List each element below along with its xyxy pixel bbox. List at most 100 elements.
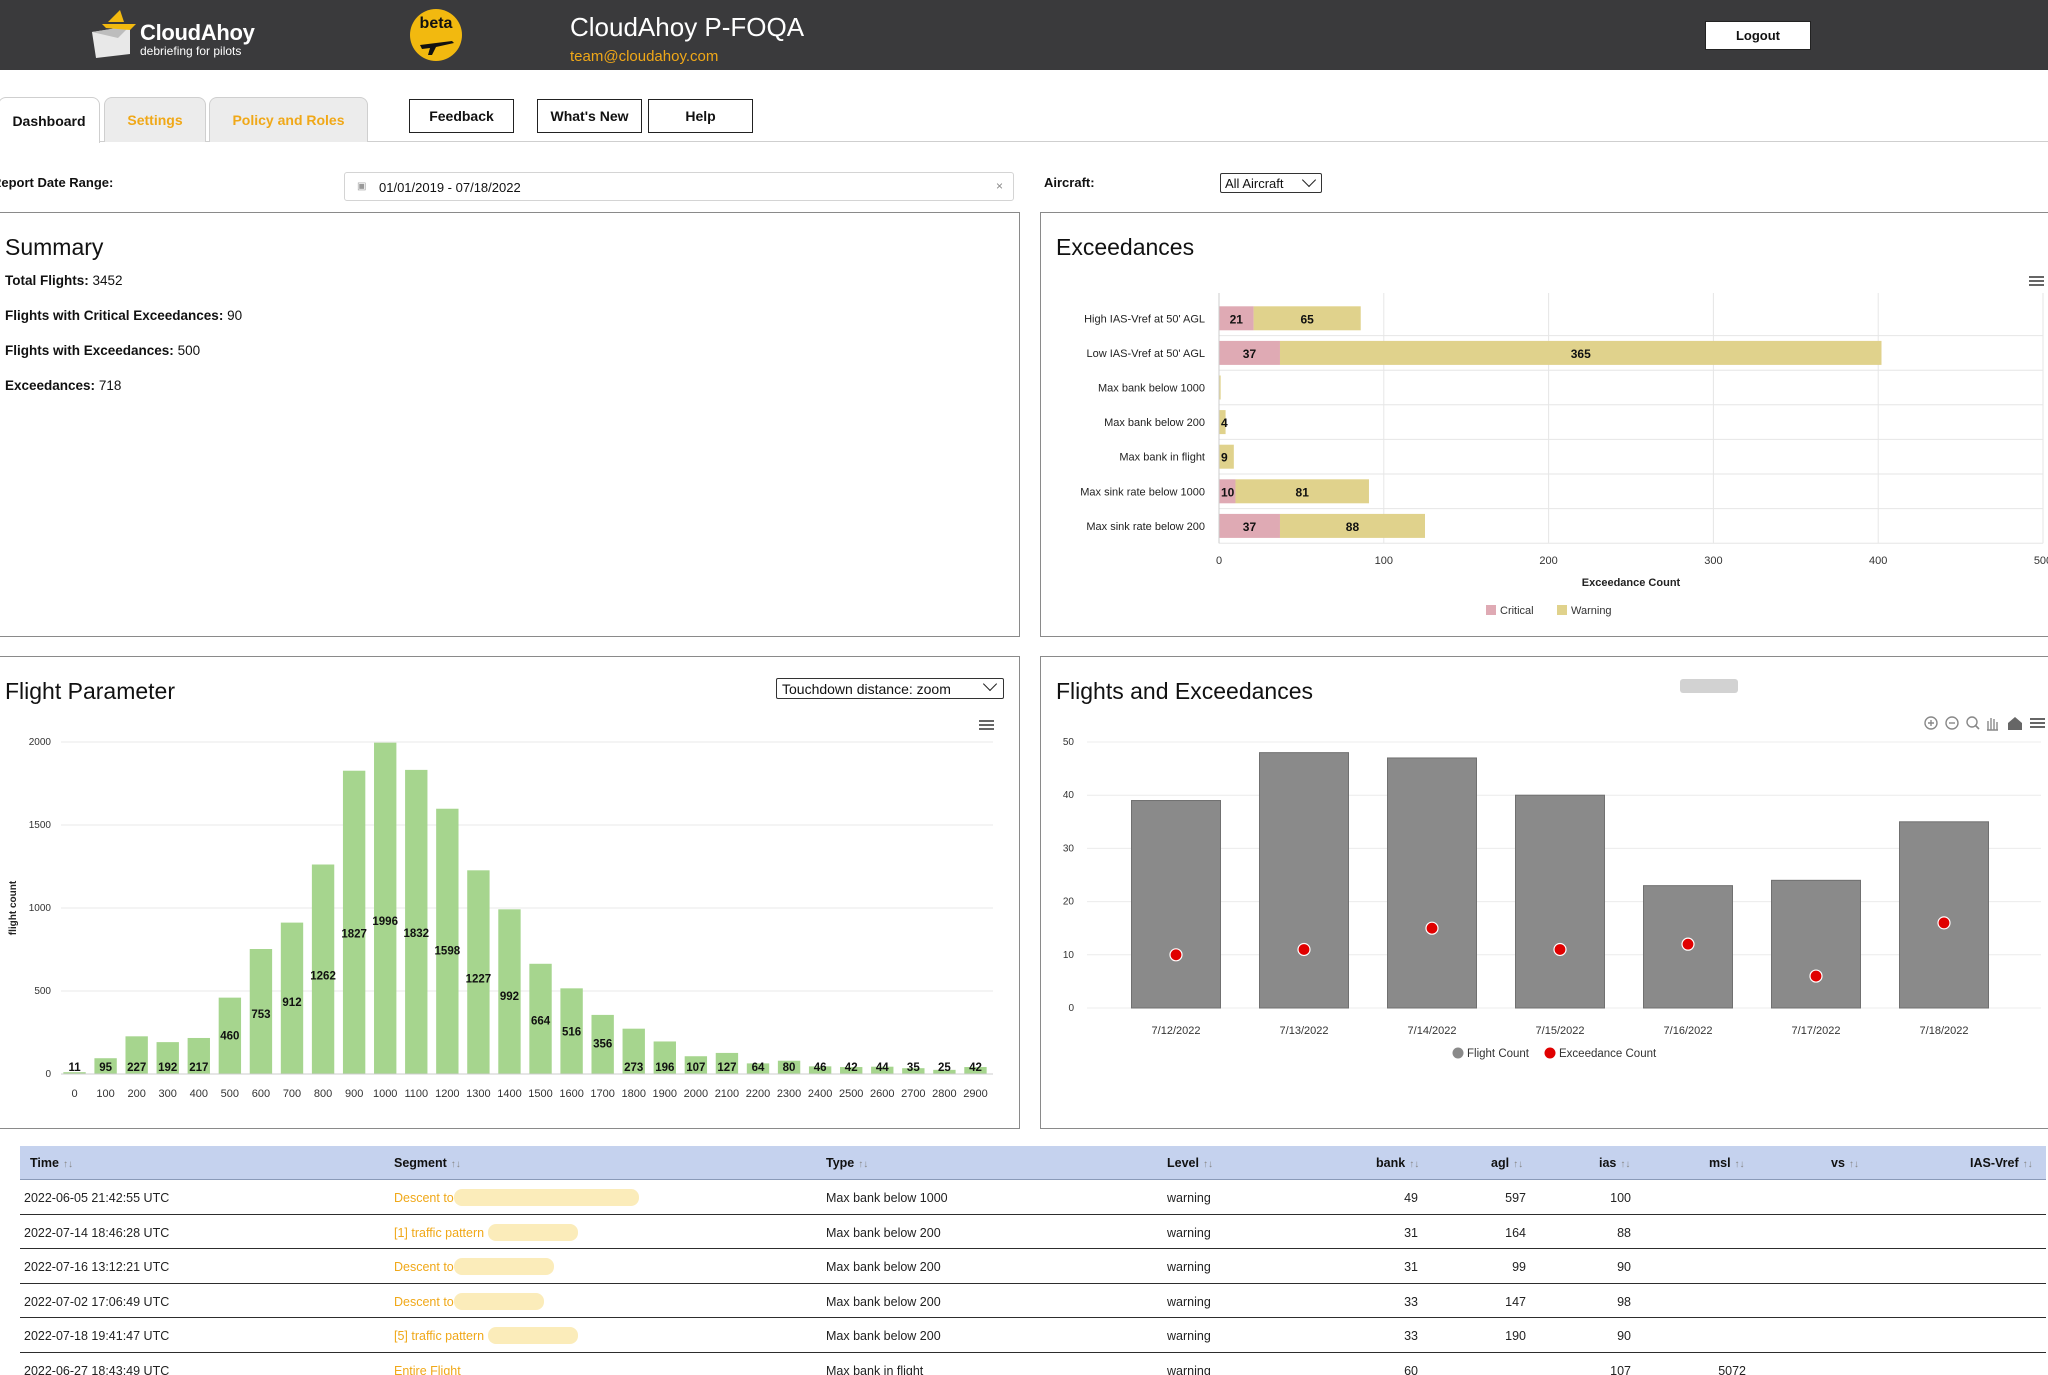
- histogram-bar[interactable]: [342, 770, 366, 1074]
- legend-swatch[interactable]: [1486, 605, 1496, 615]
- histogram-bar[interactable]: [125, 1036, 148, 1074]
- column-header-agl[interactable]: agl ↑↓: [1491, 1156, 1523, 1170]
- cell-segment[interactable]: [5] traffic pattern: [394, 1329, 485, 1344]
- table-row[interactable]: 2022-06-05 21:42:55 UTC Descent to Max ban…: [20, 1180, 2046, 1215]
- column-header-bank[interactable]: bank ↑↓: [1376, 1156, 1419, 1170]
- histogram-bar[interactable]: [964, 1067, 987, 1074]
- histogram-bar[interactable]: [808, 1066, 832, 1074]
- bar-warning[interactable]: [1219, 444, 1234, 469]
- histogram-bar[interactable]: [622, 1028, 645, 1074]
- column-header-ias-vref[interactable]: IAS-Vref ↑↓: [1970, 1156, 2033, 1170]
- legend-swatch[interactable]: [1557, 605, 1567, 615]
- bar-critical[interactable]: [1219, 340, 1280, 365]
- flight-count-bar[interactable]: [1259, 752, 1349, 1009]
- chart-menu-icon[interactable]: [979, 720, 994, 731]
- column-header-vs[interactable]: vs ↑↓: [1831, 1156, 1859, 1170]
- table-row[interactable]: 2022-07-18 19:41:47 UTC [5] traffic patte…: [20, 1318, 2046, 1353]
- column-header-segment[interactable]: Segment ↑↓: [394, 1156, 461, 1170]
- histogram-bar[interactable]: [436, 808, 459, 1074]
- histogram-bar[interactable]: [405, 769, 428, 1074]
- histogram-bar[interactable]: [94, 1058, 117, 1074]
- table-row[interactable]: 2022-07-16 13:12:21 UTC Descent to Max ban…: [20, 1249, 2046, 1284]
- bar-warning[interactable]: [1219, 375, 1221, 400]
- histogram-bar[interactable]: [63, 1072, 86, 1074]
- cell-segment[interactable]: Entire Flight: [394, 1364, 461, 1375]
- feedback-button[interactable]: Feedback: [409, 99, 514, 133]
- histogram-bar[interactable]: [591, 1014, 614, 1074]
- bar-warning[interactable]: [1219, 410, 1226, 435]
- legend-item[interactable]: Exceedance Count: [1559, 1048, 1657, 1060]
- histogram-bar[interactable]: [187, 1037, 210, 1074]
- histogram-bar[interactable]: [840, 1067, 863, 1074]
- legend-swatch[interactable]: [1452, 1047, 1464, 1059]
- bar-warning[interactable]: [1253, 306, 1361, 331]
- legend-swatch[interactable]: [1544, 1047, 1556, 1059]
- tab-policy-and-roles[interactable]: Policy and Roles: [209, 97, 368, 142]
- help-button[interactable]: Help: [648, 99, 753, 133]
- flight-count-bar[interactable]: [1771, 879, 1861, 1009]
- histogram-bar[interactable]: [933, 1069, 956, 1074]
- bar-warning[interactable]: [1235, 479, 1369, 504]
- histogram-bar[interactable]: [467, 870, 490, 1074]
- table-row[interactable]: 2022-07-14 18:46:28 UTC [1] traffic patte…: [20, 1215, 2046, 1250]
- histogram-bar[interactable]: [311, 864, 335, 1074]
- column-header-ias[interactable]: ias ↑↓: [1599, 1156, 1630, 1170]
- cell-segment[interactable]: Descent to: [394, 1260, 454, 1275]
- pan-hand-icon[interactable]: [1987, 718, 1998, 731]
- bar-critical[interactable]: [1219, 306, 1254, 331]
- selection-zoom-icon[interactable]: [1966, 716, 1980, 730]
- bar-critical[interactable]: [1219, 513, 1280, 538]
- exceedance-point[interactable]: [1425, 921, 1439, 935]
- sort-icon[interactable]: ↑↓: [1202, 1159, 1213, 1170]
- account-email[interactable]: team@cloudahoy.com: [570, 48, 719, 65]
- bar-critical[interactable]: [1219, 479, 1236, 504]
- sort-icon[interactable]: ↑↓: [1620, 1159, 1631, 1170]
- sort-icon[interactable]: ↑↓: [1734, 1159, 1745, 1170]
- cloudahoy-logo[interactable]: CloudAhoy debriefing for pilots: [90, 8, 260, 60]
- cell-segment[interactable]: Descent to: [394, 1191, 454, 1205]
- column-header-level[interactable]: Level ↑↓: [1167, 1156, 1213, 1170]
- exceedance-point[interactable]: [1553, 942, 1567, 957]
- column-header-type[interactable]: Type ↑↓: [826, 1156, 868, 1170]
- bar-warning[interactable]: [1279, 513, 1425, 538]
- histogram-bar[interactable]: [560, 988, 583, 1074]
- histogram-bar[interactable]: [218, 997, 242, 1074]
- histogram-bar[interactable]: [871, 1066, 894, 1074]
- histogram-bar[interactable]: [684, 1056, 708, 1074]
- aircraft-select[interactable]: All Aircraft: [1220, 172, 1322, 193]
- histogram-bar[interactable]: [746, 1063, 770, 1074]
- sort-icon[interactable]: ↑↓: [1513, 1159, 1524, 1170]
- histogram-bar[interactable]: [902, 1068, 925, 1074]
- clear-date-icon[interactable]: ×: [995, 179, 1003, 193]
- sort-icon[interactable]: ↑↓: [858, 1159, 869, 1170]
- flight-count-bar[interactable]: [1131, 800, 1221, 1009]
- exceedance-point[interactable]: [1297, 942, 1311, 957]
- legend-item[interactable]: Warning: [1571, 605, 1612, 617]
- histogram-bar[interactable]: [156, 1042, 179, 1074]
- table-row[interactable]: 2022-07-02 17:06:49 UTC Descent to Max ban…: [20, 1284, 2046, 1319]
- histogram-bar[interactable]: [280, 922, 304, 1074]
- zoom-in-icon[interactable]: [1924, 716, 1938, 730]
- cell-segment[interactable]: [1] traffic pattern: [394, 1225, 485, 1240]
- legend-item[interactable]: Flight Count: [1467, 1048, 1530, 1060]
- column-header-msl[interactable]: msl ↑↓: [1709, 1156, 1745, 1170]
- flight-count-bar[interactable]: [1387, 757, 1477, 1009]
- histogram-bar[interactable]: [249, 949, 273, 1074]
- tab-dashboard[interactable]: Dashboard: [0, 97, 100, 143]
- exceedance-point[interactable]: [1937, 916, 1951, 930]
- exceedance-point[interactable]: [1169, 948, 1183, 962]
- tab-settings[interactable]: Settings: [104, 97, 206, 142]
- sort-icon[interactable]: ↑↓: [1848, 1159, 1859, 1170]
- histogram-bar[interactable]: [715, 1052, 739, 1074]
- exceedance-point[interactable]: [1809, 969, 1823, 983]
- logout-button[interactable]: Logout: [1705, 21, 1811, 50]
- exceedance-point[interactable]: [1681, 937, 1695, 951]
- sort-icon[interactable]: ↑↓: [1409, 1159, 1420, 1170]
- flight-parameter-select[interactable]: Touchdown distance: zoom: [776, 676, 1004, 699]
- table-row[interactable]: 2022-06-27 18:43:49 UTC Entire Flight Max …: [20, 1353, 2046, 1375]
- histogram-bar[interactable]: [529, 963, 552, 1074]
- legend-item[interactable]: Critical: [1500, 605, 1534, 617]
- whats-new-button[interactable]: What's New: [537, 99, 642, 133]
- zoom-out-icon[interactable]: [1945, 716, 1959, 730]
- chart-menu-icon[interactable]: [2030, 718, 2045, 728]
